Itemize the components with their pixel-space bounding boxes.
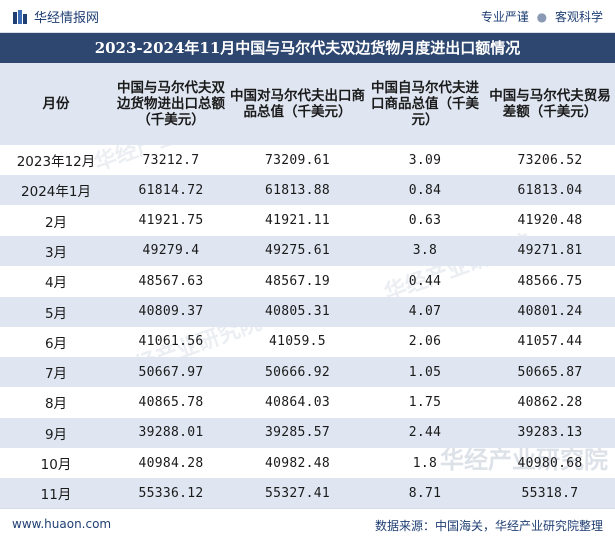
cell-import: 3.8 bbox=[412, 243, 438, 259]
table-row: 11月 55336.12 55327.41 8.71 55318.7 bbox=[0, 478, 615, 509]
cell-balance: 49271.81 bbox=[517, 243, 583, 259]
cell-total: 55336.12 bbox=[138, 485, 204, 501]
cell-import: 0.63 bbox=[408, 213, 442, 229]
cell-import: 0.44 bbox=[408, 273, 442, 289]
cell-export: 48567.19 bbox=[264, 273, 330, 289]
cell-import: 1.8 bbox=[412, 455, 438, 471]
table-row: 3月 49279.4 49275.61 3.8 49271.81 bbox=[0, 235, 615, 266]
cell-balance: 39283.13 bbox=[517, 425, 583, 441]
cell-export: 41921.11 bbox=[264, 213, 330, 229]
cell-total: 49279.4 bbox=[142, 243, 200, 259]
top-bar: 华经情报网 专业严谨 ● 客观科学 bbox=[0, 0, 615, 33]
cell-import: 2.06 bbox=[408, 334, 442, 350]
cell-month: 7月 bbox=[44, 366, 68, 383]
cell-month: 2024年1月 bbox=[21, 184, 91, 201]
col-header-month: 月份 bbox=[42, 96, 70, 112]
cell-month: 2023年12月 bbox=[16, 154, 96, 170]
table-row: 10月 40984.28 40982.48 1.8 40980.68 bbox=[0, 448, 615, 478]
cell-total: 41921.75 bbox=[138, 213, 204, 229]
slogan-left: 专业严谨 bbox=[480, 10, 529, 24]
cell-month: 5月 bbox=[44, 305, 68, 322]
cell-export: 61813.88 bbox=[264, 182, 330, 198]
cell-balance: 41920.48 bbox=[517, 213, 583, 229]
table-row: 5月 40809.37 40805.31 4.07 40801.24 bbox=[0, 296, 615, 327]
col-header-balance: 中国与马尔代夫贸易差额（千美元） bbox=[489, 88, 611, 120]
cell-total: 40809.37 bbox=[138, 304, 204, 319]
site-link[interactable]: www.huaon.com bbox=[12, 517, 112, 531]
brand-name: 华经情报网 bbox=[34, 11, 100, 26]
cell-month: 10月 bbox=[40, 457, 72, 473]
cell-import: 1.05 bbox=[408, 364, 442, 380]
cell-export: 39285.57 bbox=[264, 425, 330, 441]
cell-import: 0.84 bbox=[408, 182, 442, 198]
data-source: 数据来源：中国海关，华经产业研究院整理 bbox=[374, 519, 603, 533]
cell-month: 2月 bbox=[44, 214, 68, 231]
cell-export: 49275.61 bbox=[264, 243, 330, 259]
cell-balance: 50665.87 bbox=[517, 364, 583, 380]
cell-import: 4.07 bbox=[408, 304, 442, 319]
slogan-separator: ● bbox=[536, 10, 548, 24]
cell-total: 40984.28 bbox=[138, 455, 204, 471]
cell-month: 9月 bbox=[44, 426, 68, 443]
cell-balance: 55318.7 bbox=[521, 485, 579, 501]
brand[interactable]: 华经情报网 bbox=[12, 7, 99, 26]
cell-total: 48567.63 bbox=[138, 273, 204, 289]
page-title: 2023-2024年11月中国与马尔代夫双边货物月度进出口额情况 bbox=[0, 33, 615, 63]
col-header-export: 中国对马尔代夫出口商品总值（千美元） bbox=[230, 88, 365, 120]
footer: www.huaon.com 数据来源：中国海关，华经产业研究院整理 bbox=[0, 508, 615, 541]
table-row: 7月 50667.97 50666.92 1.05 50665.87 bbox=[0, 357, 615, 388]
cell-total: 41061.56 bbox=[138, 334, 204, 350]
cell-export: 40982.48 bbox=[264, 455, 330, 471]
cell-export: 41059.5 bbox=[269, 334, 326, 350]
cell-export: 55327.41 bbox=[264, 485, 330, 501]
cell-export: 40864.03 bbox=[264, 394, 330, 410]
cell-balance: 48566.75 bbox=[517, 273, 583, 289]
table-row: 2023年12月 73212.7 73209.61 3.09 73206.52 bbox=[0, 145, 615, 175]
cell-import: 2.44 bbox=[408, 425, 442, 441]
cell-total: 50667.97 bbox=[138, 364, 204, 380]
cell-import: 3.09 bbox=[408, 152, 442, 168]
cell-balance: 73206.52 bbox=[517, 152, 583, 168]
slogan-right: 客观科学 bbox=[554, 10, 603, 24]
cell-export: 73209.61 bbox=[264, 152, 330, 168]
col-header-import: 中国自马尔代夫进口商品总值（千美元） bbox=[371, 80, 479, 128]
cell-balance: 41057.44 bbox=[517, 334, 583, 350]
table-row: 4月 48567.63 48567.19 0.44 48566.75 bbox=[0, 266, 615, 296]
col-header-total: 中国与马尔代夫双边货物进出口总额（千美元） bbox=[117, 80, 225, 128]
cell-balance: 40980.68 bbox=[517, 455, 583, 471]
cell-export: 50666.92 bbox=[264, 364, 330, 380]
cell-balance: 40801.24 bbox=[517, 304, 583, 319]
cell-total: 39288.01 bbox=[138, 425, 204, 441]
cell-total: 61814.72 bbox=[138, 182, 204, 198]
huajing-logo-icon bbox=[13, 9, 27, 24]
table-header-row: 月份 中国与马尔代夫双边货物进出口总额（千美元） 中国对马尔代夫出口商品总值（千… bbox=[0, 63, 615, 145]
cell-balance: 61813.04 bbox=[517, 182, 583, 198]
cell-total: 40865.78 bbox=[138, 394, 204, 410]
table-row: 6月 41061.56 41059.5 2.06 41057.44 bbox=[0, 327, 615, 357]
table-row: 9月 39288.01 39285.57 2.44 39283.13 bbox=[0, 417, 615, 448]
cell-month: 11月 bbox=[40, 487, 72, 504]
cell-balance: 40862.28 bbox=[517, 394, 583, 410]
cell-total: 73212.7 bbox=[142, 152, 200, 168]
cell-month: 8月 bbox=[44, 396, 68, 413]
table-row: 2月 41921.75 41921.11 0.63 41920.48 bbox=[0, 206, 615, 236]
slogan: 专业严谨 ● 客观科学 bbox=[481, 8, 603, 25]
cell-month: 6月 bbox=[44, 335, 68, 352]
table-row: 8月 40865.78 40864.03 1.75 40862.28 bbox=[0, 387, 615, 417]
cell-month: 3月 bbox=[44, 244, 68, 261]
cell-month: 4月 bbox=[44, 275, 68, 292]
cell-export: 40805.31 bbox=[264, 304, 330, 319]
table-row: 2024年1月 61814.72 61813.88 0.84 61813.04 bbox=[0, 175, 615, 206]
cell-import: 1.75 bbox=[408, 394, 442, 410]
cell-import: 8.71 bbox=[408, 485, 442, 501]
